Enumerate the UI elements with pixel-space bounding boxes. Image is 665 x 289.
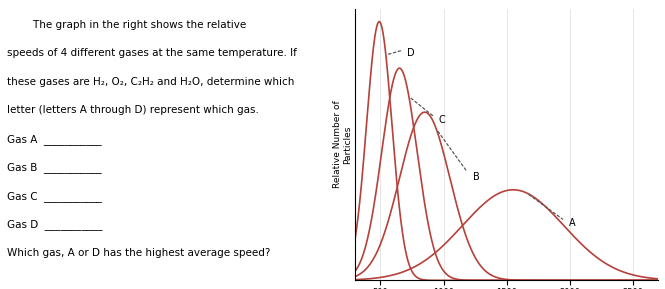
- Text: letter (letters A through D) represent which gas.: letter (letters A through D) represent w…: [7, 105, 259, 115]
- Text: Gas C  ___________: Gas C ___________: [7, 191, 102, 202]
- Text: B: B: [473, 172, 479, 182]
- Y-axis label: Relative Number of
Particles: Relative Number of Particles: [333, 101, 352, 188]
- Text: C: C: [439, 115, 446, 125]
- Text: speeds of 4 different gases at the same temperature. If: speeds of 4 different gases at the same …: [7, 48, 297, 58]
- Text: these gases are H₂, O₂, C₂H₂ and H₂O, determine which: these gases are H₂, O₂, C₂H₂ and H₂O, de…: [7, 77, 294, 87]
- Text: The graph in the right shows the relative: The graph in the right shows the relativ…: [7, 20, 246, 29]
- Text: Gas D  ___________: Gas D ___________: [7, 219, 102, 230]
- Text: D: D: [407, 48, 415, 58]
- Text: Gas A  ___________: Gas A ___________: [7, 134, 101, 144]
- Text: Which gas, A or D has the highest average speed?: Which gas, A or D has the highest averag…: [7, 248, 270, 258]
- Text: A: A: [569, 218, 575, 228]
- Text: Gas B  ___________: Gas B ___________: [7, 162, 101, 173]
